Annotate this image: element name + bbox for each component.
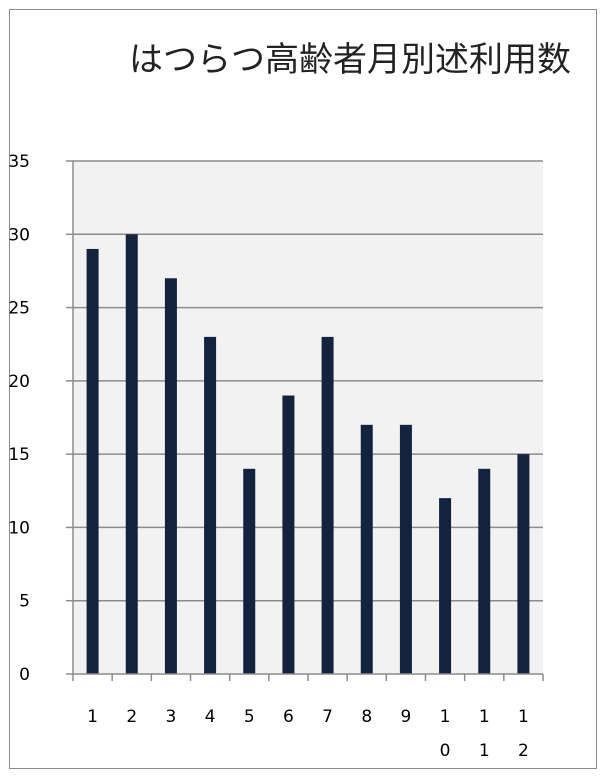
chart-title: はつらつ高齢者月別述利用数 xyxy=(129,40,571,80)
bar xyxy=(439,498,452,674)
bar xyxy=(204,336,217,674)
bar xyxy=(243,468,256,674)
x-tick-label: 8 xyxy=(361,707,372,727)
bars xyxy=(86,234,530,675)
y-tick-label: 30 xyxy=(8,225,30,245)
x-tick-label: 7 xyxy=(322,707,333,727)
x-tick-label: 5 xyxy=(244,707,255,727)
y-tick-label: 10 xyxy=(8,518,30,538)
y-tick-label: 25 xyxy=(8,299,30,319)
y-tick-label: 5 xyxy=(19,592,30,612)
x-tick-label: 1 xyxy=(87,707,98,727)
bar xyxy=(360,424,373,674)
x-axis-tick-labels: 1 2 3 4 5 6 7 8 9 1 01 11 2 xyxy=(87,707,529,761)
x-tick-label: 6 xyxy=(283,707,294,727)
x-tick-label: 9 xyxy=(401,707,412,727)
y-tick-label: 0 xyxy=(19,665,30,685)
bar xyxy=(282,395,295,674)
gridlines xyxy=(66,160,543,675)
bar xyxy=(399,424,412,674)
bar xyxy=(125,234,138,675)
y-tick-label: 20 xyxy=(8,372,30,392)
y-axis-tick-labels: 0 5 10 15 20 25 30 35 xyxy=(8,152,30,685)
y-tick-label: 15 xyxy=(8,445,30,465)
plot-area xyxy=(73,161,543,674)
axes xyxy=(72,161,544,681)
bar xyxy=(86,248,99,674)
bar xyxy=(478,468,491,674)
y-tick-label: 35 xyxy=(8,152,30,172)
bar xyxy=(164,278,177,674)
x-tick-label: 3 xyxy=(166,707,177,727)
x-tick-label: 2 xyxy=(126,707,137,727)
bar xyxy=(517,454,530,674)
bar xyxy=(321,336,334,674)
x-tick-label: 4 xyxy=(205,707,216,727)
